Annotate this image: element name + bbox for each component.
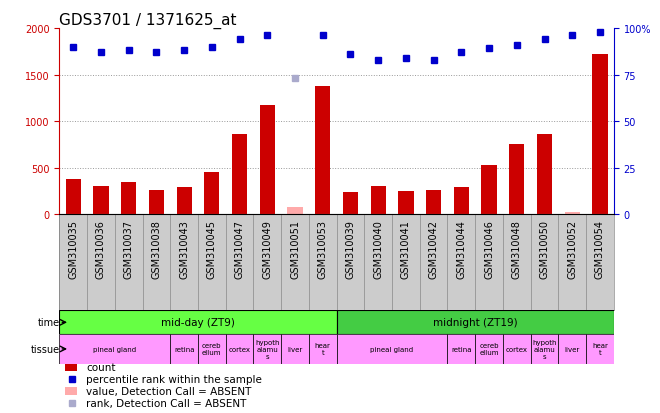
Bar xyxy=(226,335,253,364)
Bar xyxy=(558,335,586,364)
Text: GSM310052: GSM310052 xyxy=(567,220,578,279)
Bar xyxy=(65,180,81,215)
Bar xyxy=(447,335,475,364)
Bar xyxy=(59,335,170,364)
Text: time: time xyxy=(37,318,59,328)
Bar xyxy=(176,188,192,215)
Bar xyxy=(370,186,386,215)
Text: mid-day (ZT9): mid-day (ZT9) xyxy=(161,318,235,328)
Bar xyxy=(170,335,198,364)
Bar xyxy=(65,387,77,395)
Text: percentile rank within the sample: percentile rank within the sample xyxy=(86,374,262,384)
Text: retina: retina xyxy=(174,346,195,352)
Text: midnight (ZT19): midnight (ZT19) xyxy=(433,318,517,328)
Bar xyxy=(309,335,337,364)
Text: GSM310051: GSM310051 xyxy=(290,220,300,278)
Text: GSM310049: GSM310049 xyxy=(262,220,273,278)
Bar xyxy=(564,212,580,215)
Text: hypoth
alamu
s: hypoth alamu s xyxy=(532,339,557,359)
Bar xyxy=(315,87,331,215)
Bar xyxy=(148,190,164,215)
Text: GSM310047: GSM310047 xyxy=(234,220,245,278)
Text: GSM310038: GSM310038 xyxy=(151,220,162,278)
Bar xyxy=(592,55,608,215)
Text: GSM310043: GSM310043 xyxy=(179,220,189,278)
Bar xyxy=(287,208,303,215)
Text: cereb
ellum: cereb ellum xyxy=(202,343,222,356)
Bar xyxy=(337,311,614,335)
Text: GSM310046: GSM310046 xyxy=(484,220,494,278)
Bar xyxy=(259,106,275,215)
Text: hypoth
alamu
s: hypoth alamu s xyxy=(255,339,280,359)
Text: GSM310040: GSM310040 xyxy=(373,220,383,278)
Text: GSM310037: GSM310037 xyxy=(123,220,134,278)
Bar xyxy=(204,172,220,215)
Text: GSM310039: GSM310039 xyxy=(345,220,356,278)
Text: retina: retina xyxy=(451,346,472,352)
Text: GSM310048: GSM310048 xyxy=(512,220,522,278)
Text: cortex: cortex xyxy=(506,346,528,352)
Bar xyxy=(509,144,525,215)
Text: GSM310053: GSM310053 xyxy=(317,220,328,278)
Bar xyxy=(426,190,442,215)
Bar xyxy=(586,335,614,364)
Bar xyxy=(503,335,531,364)
Bar xyxy=(343,192,358,215)
Bar xyxy=(253,335,281,364)
Bar xyxy=(232,135,248,215)
Text: GSM310036: GSM310036 xyxy=(96,220,106,278)
Text: cortex: cortex xyxy=(228,346,251,352)
Bar xyxy=(59,311,337,335)
Text: hear
t: hear t xyxy=(592,343,608,356)
Text: count: count xyxy=(86,362,115,372)
Bar xyxy=(475,335,503,364)
Bar xyxy=(481,166,497,215)
Bar xyxy=(93,187,109,215)
Bar xyxy=(453,188,469,215)
Text: value, Detection Call = ABSENT: value, Detection Call = ABSENT xyxy=(86,386,251,396)
Text: GSM310050: GSM310050 xyxy=(539,220,550,278)
Text: GDS3701 / 1371625_at: GDS3701 / 1371625_at xyxy=(59,13,237,29)
Bar xyxy=(537,135,552,215)
Bar xyxy=(198,335,226,364)
Text: cereb
ellum: cereb ellum xyxy=(479,343,499,356)
Text: pineal gland: pineal gland xyxy=(93,346,137,352)
Text: hear
t: hear t xyxy=(315,343,331,356)
Text: pineal gland: pineal gland xyxy=(370,346,414,352)
Text: liver: liver xyxy=(564,346,580,352)
Text: GSM310045: GSM310045 xyxy=(207,220,217,278)
Bar xyxy=(531,335,558,364)
Text: tissue: tissue xyxy=(30,344,59,354)
Bar xyxy=(121,183,137,215)
Bar xyxy=(281,335,309,364)
Bar xyxy=(337,335,447,364)
Text: liver: liver xyxy=(287,346,303,352)
Text: GSM310044: GSM310044 xyxy=(456,220,467,278)
Text: GSM310041: GSM310041 xyxy=(401,220,411,278)
Text: rank, Detection Call = ABSENT: rank, Detection Call = ABSENT xyxy=(86,398,246,408)
Text: GSM310035: GSM310035 xyxy=(68,220,79,278)
Bar xyxy=(65,363,77,371)
Bar xyxy=(398,191,414,215)
Text: GSM310042: GSM310042 xyxy=(428,220,439,278)
Text: GSM310054: GSM310054 xyxy=(595,220,605,278)
